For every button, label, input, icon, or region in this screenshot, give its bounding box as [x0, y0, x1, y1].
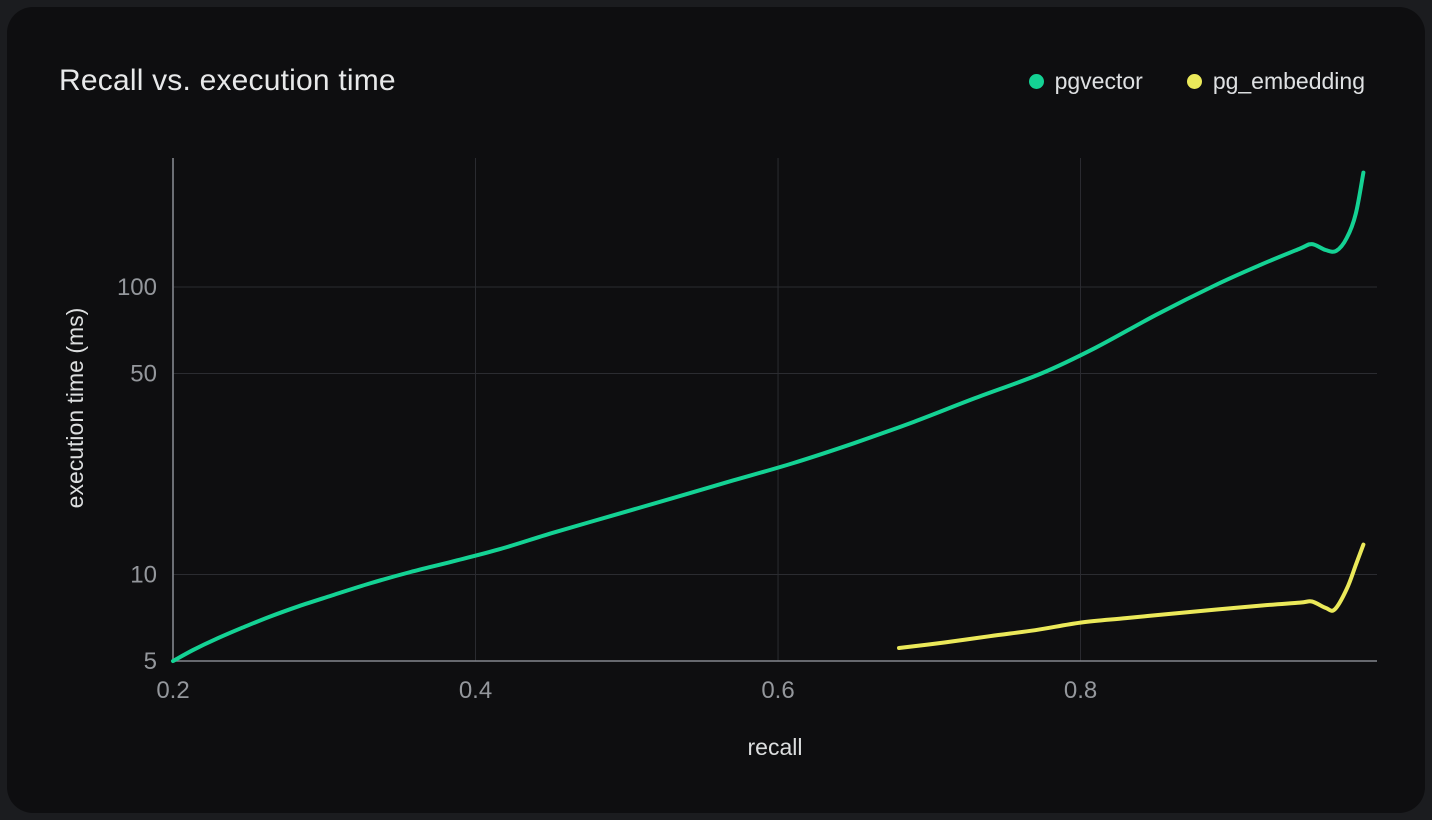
- legend-item-pgvector: pgvector: [1028, 67, 1143, 95]
- y-axis-title: execution time (ms): [61, 307, 88, 509]
- svg-text:0.8: 0.8: [1064, 677, 1097, 704]
- legend-dot-icon: [1186, 73, 1202, 89]
- svg-text:10: 10: [130, 561, 157, 588]
- svg-text:5: 5: [144, 648, 157, 675]
- chart-header: Recall vs. execution time pgvector pg_em…: [59, 55, 1365, 107]
- chart-plot: 0.2 0.4 0.6 0.8 5 10 50 100: [117, 158, 1377, 704]
- x-axis-title: recall: [747, 734, 803, 760]
- legend: pgvector pg_embedding: [1028, 67, 1365, 95]
- chart-title: Recall vs. execution time: [59, 64, 396, 97]
- svg-text:100: 100: [117, 274, 157, 301]
- svg-text:0.6: 0.6: [761, 677, 794, 704]
- svg-text:50: 50: [130, 361, 157, 388]
- legend-item-pg-embedding: pg_embedding: [1186, 67, 1365, 95]
- svg-text:0.2: 0.2: [156, 677, 189, 704]
- chart-card: Recall vs. execution time pgvector pg_em…: [7, 7, 1425, 813]
- legend-label: pg_embedding: [1212, 67, 1365, 94]
- legend-dot-icon: [1028, 73, 1044, 89]
- legend-label: pgvector: [1054, 67, 1143, 94]
- svg-text:0.4: 0.4: [459, 677, 492, 704]
